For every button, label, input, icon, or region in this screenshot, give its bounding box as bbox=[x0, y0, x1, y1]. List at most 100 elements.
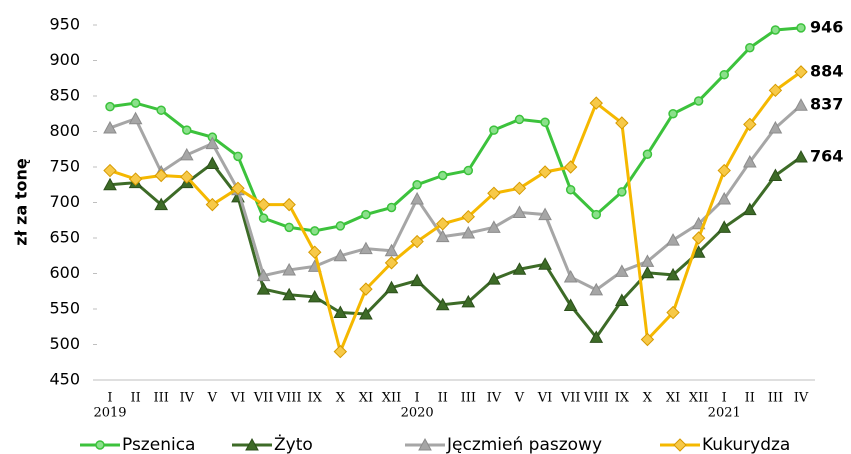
data-point bbox=[309, 226, 320, 236]
x-tick-label: VI bbox=[230, 391, 246, 406]
data-point bbox=[258, 213, 269, 223]
data-point bbox=[691, 231, 706, 245]
data-point bbox=[384, 280, 399, 294]
data-point bbox=[128, 172, 143, 186]
data-point bbox=[103, 120, 117, 134]
series-line bbox=[109, 155, 802, 340]
data-point bbox=[182, 125, 192, 135]
x-tick-label: XII bbox=[382, 391, 402, 406]
data-point bbox=[743, 117, 757, 132]
data-point bbox=[489, 125, 499, 135]
y-tick-label: 650 bbox=[49, 228, 80, 247]
series-line bbox=[109, 104, 802, 292]
data-point bbox=[359, 306, 373, 320]
data-point bbox=[463, 165, 474, 176]
data-point bbox=[719, 69, 729, 80]
legend-label: Kukurydza bbox=[702, 435, 790, 454]
data-point bbox=[615, 264, 629, 277]
data-point bbox=[615, 116, 629, 130]
data-point bbox=[154, 197, 169, 211]
legend-marker bbox=[95, 440, 105, 450]
data-point bbox=[308, 245, 322, 259]
data-point bbox=[461, 225, 476, 239]
data-point bbox=[284, 222, 294, 233]
data-point bbox=[233, 151, 243, 162]
data-point bbox=[231, 181, 245, 196]
end-label: 764 bbox=[810, 147, 843, 166]
data-point bbox=[154, 168, 168, 183]
y-tick-label: 450 bbox=[49, 370, 80, 389]
data-point bbox=[617, 187, 627, 197]
data-point bbox=[538, 257, 552, 270]
data-point bbox=[412, 180, 422, 190]
data-point bbox=[717, 163, 731, 178]
y-tick-label: 550 bbox=[49, 299, 80, 318]
data-point bbox=[205, 197, 220, 212]
data-point bbox=[307, 289, 322, 303]
data-point bbox=[130, 98, 141, 108]
data-point bbox=[717, 191, 732, 205]
data-point bbox=[256, 282, 271, 295]
data-point bbox=[156, 105, 166, 115]
x-tick-label: XI bbox=[666, 391, 680, 406]
data-point bbox=[717, 220, 732, 233]
y-tick-label: 500 bbox=[49, 334, 80, 353]
data-point bbox=[410, 273, 424, 287]
data-point bbox=[386, 202, 397, 213]
data-point bbox=[256, 197, 271, 212]
data-point bbox=[512, 205, 527, 218]
x-tick-label: V bbox=[514, 391, 525, 406]
data-point bbox=[668, 109, 678, 119]
data-point bbox=[359, 241, 373, 255]
legend-label: Pszenica bbox=[122, 435, 195, 454]
x-tick-label: III bbox=[768, 391, 783, 406]
data-point bbox=[256, 268, 271, 282]
data-point bbox=[538, 165, 552, 179]
data-point bbox=[128, 111, 143, 125]
data-point bbox=[691, 245, 706, 258]
data-point bbox=[205, 156, 220, 169]
x-tick-label: XII bbox=[689, 391, 709, 406]
data-point bbox=[693, 96, 704, 106]
x-tick-label: V bbox=[207, 391, 218, 406]
data-point bbox=[512, 262, 527, 275]
x-tick-label: IX bbox=[308, 391, 323, 406]
year-label: 2020 bbox=[401, 406, 434, 421]
data-point bbox=[282, 287, 296, 301]
data-point bbox=[794, 98, 808, 111]
data-point bbox=[335, 221, 346, 231]
data-point bbox=[796, 23, 806, 33]
legend-marker bbox=[245, 437, 259, 451]
data-point bbox=[666, 305, 680, 320]
data-point bbox=[514, 114, 525, 125]
data-point bbox=[768, 120, 783, 134]
x-tick-label: VII bbox=[560, 391, 581, 406]
data-point bbox=[591, 209, 602, 220]
data-point bbox=[359, 282, 373, 296]
data-point bbox=[742, 202, 757, 216]
data-point bbox=[333, 248, 348, 262]
data-point bbox=[461, 209, 476, 224]
data-point bbox=[205, 136, 220, 150]
legend-label: Jęczmień paszowy bbox=[446, 435, 602, 454]
data-point bbox=[768, 168, 783, 182]
data-point bbox=[770, 25, 781, 35]
data-point bbox=[282, 197, 296, 212]
data-point bbox=[461, 294, 476, 308]
data-point bbox=[640, 265, 655, 279]
end-label: 884 bbox=[810, 61, 843, 80]
y-tick-label: 750 bbox=[49, 157, 80, 176]
y-tick-label: 600 bbox=[49, 263, 80, 282]
data-point bbox=[103, 177, 117, 191]
x-tick-label: VII bbox=[253, 391, 274, 406]
data-point bbox=[589, 96, 603, 110]
data-point bbox=[563, 270, 578, 283]
data-point bbox=[745, 42, 755, 53]
x-tick-label: VIII bbox=[276, 391, 302, 406]
data-point bbox=[437, 170, 448, 181]
x-tick-label: X bbox=[336, 391, 346, 406]
data-point bbox=[565, 184, 576, 195]
data-point bbox=[361, 209, 371, 220]
data-point bbox=[794, 150, 808, 163]
